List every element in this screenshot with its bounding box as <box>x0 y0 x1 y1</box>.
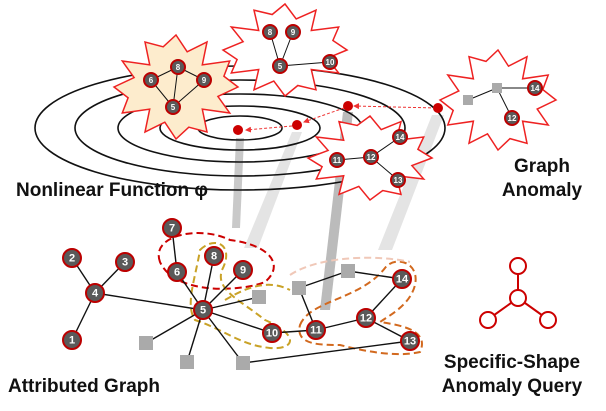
anomaly-star <box>440 50 556 150</box>
node-label: 6 <box>174 267 180 279</box>
anomaly-label: Anomaly <box>502 180 583 201</box>
point <box>292 120 302 130</box>
node-label: 10 <box>266 328 278 340</box>
node-label: 9 <box>291 28 296 37</box>
node-label: 4 <box>92 288 99 300</box>
attribute-node <box>139 336 153 350</box>
point <box>233 125 243 135</box>
node <box>510 290 526 306</box>
attribute-node <box>180 355 194 369</box>
edge <box>203 310 272 333</box>
point <box>343 101 353 111</box>
edge <box>95 293 203 310</box>
attribute-node <box>236 356 250 370</box>
attribute-node <box>252 290 266 304</box>
node-label: 11 <box>310 325 322 337</box>
diagram: 689589510141214121311 123456789101112131… <box>0 0 606 406</box>
node <box>480 312 496 328</box>
node-label: 14 <box>396 274 409 286</box>
attribute-node <box>341 264 355 278</box>
node-label: 5 <box>171 103 176 112</box>
node <box>510 258 526 274</box>
node-label: 14 <box>531 84 540 93</box>
node-label: 9 <box>240 265 246 277</box>
query-label: Specific-Shape <box>444 352 580 373</box>
query-shape <box>480 258 556 328</box>
anomaly-groups <box>159 233 422 354</box>
node-label: 3 <box>122 257 128 269</box>
node-label: 7 <box>169 223 175 235</box>
arrow <box>246 126 292 130</box>
node-label: 12 <box>508 114 517 123</box>
node-label: 2 <box>69 253 75 265</box>
stars: 6 8 9 5 8 9 5 10 14 12 14 12 13 11 <box>114 4 556 200</box>
node-label: 13 <box>394 176 403 185</box>
query-label: Anomaly Query <box>442 376 583 397</box>
node-label: 14 <box>396 133 405 142</box>
beam <box>232 138 244 228</box>
node-label: 1 <box>69 335 75 347</box>
node-label: 10 <box>326 58 335 67</box>
node <box>540 312 556 328</box>
attribute-node <box>292 281 306 295</box>
node-label: 12 <box>360 313 372 325</box>
node-label: 8 <box>176 63 181 72</box>
node-label: 6 <box>149 76 154 85</box>
attribute-node <box>492 83 502 93</box>
node-label: 5 <box>278 62 283 71</box>
arrow <box>304 108 344 122</box>
node-label: 5 <box>200 305 206 317</box>
node-label: 12 <box>367 153 376 162</box>
node-label: 11 <box>333 156 342 165</box>
attribute-node <box>463 95 473 105</box>
node-label: 8 <box>211 251 217 263</box>
node-label: 8 <box>268 28 273 37</box>
anomaly-label: Graph <box>514 156 570 177</box>
attributed-label: Attributed Graph <box>8 376 160 397</box>
anomaly-star <box>223 4 347 96</box>
arrow <box>354 106 436 108</box>
node-label: 9 <box>202 76 207 85</box>
point <box>433 103 443 113</box>
function-label: Nonlinear Function φ <box>16 180 208 201</box>
node-label: 13 <box>404 336 416 348</box>
